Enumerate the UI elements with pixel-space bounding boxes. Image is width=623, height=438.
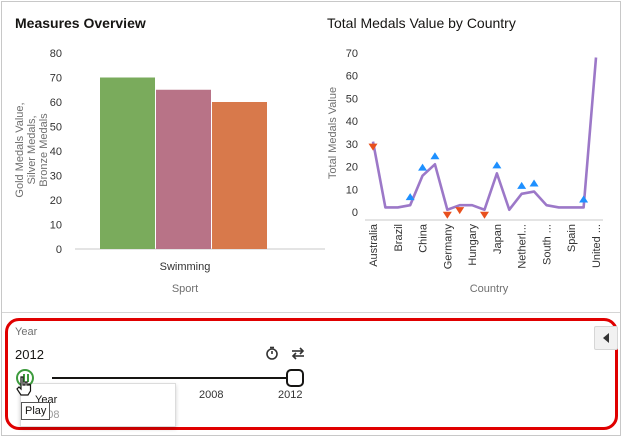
x-tick-label: South ... — [541, 224, 553, 265]
down-marker — [480, 211, 489, 219]
stopwatch-icon[interactable] — [264, 345, 280, 361]
x-tick-label: Swimming — [160, 261, 211, 273]
x-axis-title: Sport — [172, 283, 198, 295]
slider-thumb[interactable] — [286, 369, 304, 387]
down-marker — [442, 211, 452, 219]
slider-label-2008: 2008 — [199, 389, 224, 401]
filter-label: Year — [15, 326, 38, 338]
x-tick-label: Hungary — [467, 224, 479, 266]
x-tick-label: Brazil — [393, 224, 405, 252]
highlight-box — [5, 318, 618, 430]
up-marker — [517, 181, 527, 189]
bar-0 — [100, 77, 155, 249]
y-tick-label: 50 — [50, 122, 62, 134]
y-tick-label: 80 — [50, 48, 62, 60]
y-axis-title: Total Medals Value — [327, 87, 339, 179]
panel-divider — [2, 312, 620, 313]
filter-value: 2012 — [15, 347, 44, 362]
x-tick-label: Australia — [368, 223, 380, 267]
bar-1 — [156, 89, 211, 249]
y-tick-label: 20 — [50, 195, 62, 207]
y-tick-label: 70 — [50, 73, 62, 85]
x-tick-label: Germany — [442, 224, 454, 270]
y-axis-title-line: Bronze Medals — [38, 113, 50, 187]
up-marker — [492, 161, 502, 169]
slider-label-2012: 2012 — [278, 389, 303, 401]
y-tick-label: 40 — [50, 146, 62, 158]
y-axis-title-line: Gold Medals Value, — [14, 102, 26, 197]
loop-icon[interactable] — [290, 345, 306, 361]
x-axis-title: Country — [470, 283, 509, 295]
y-tick-label: 50 — [346, 93, 358, 105]
y-tick-label: 0 — [56, 244, 62, 256]
x-tick-label: United ... — [591, 224, 603, 268]
x-tick-label: Japan — [492, 224, 504, 254]
y-tick-label: 60 — [50, 97, 62, 109]
up-marker — [418, 163, 428, 171]
y-tick-label: 10 — [50, 220, 62, 232]
up-marker — [579, 195, 589, 203]
bar-2 — [212, 102, 267, 249]
y-tick-label: 30 — [346, 139, 358, 151]
y-tick-label: 10 — [346, 184, 358, 196]
series-line — [371, 57, 598, 212]
down-marker — [455, 207, 465, 215]
y-tick-label: 30 — [50, 171, 62, 183]
y-tick-label: 40 — [346, 116, 358, 128]
y-axis-title: Gold Medals Value,Silver Medals,Bronze M… — [14, 102, 50, 197]
slider-track[interactable] — [52, 377, 294, 379]
x-tick-label: Netherl... — [517, 224, 529, 269]
y-tick-label: 60 — [346, 71, 358, 83]
x-tick-label: China — [418, 223, 430, 253]
down-marker — [368, 143, 378, 151]
y-tick-label: 20 — [346, 162, 358, 174]
bar-chart[interactable]: 0 10 20 30 40 50 60 70 80 Swimming Sport Gold Medal… — [0, 0, 623, 310]
up-marker — [430, 152, 440, 160]
up-marker — [529, 179, 539, 187]
tooltip-play: Play — [21, 402, 51, 420]
up-marker — [405, 193, 415, 201]
hand-cursor-icon — [16, 376, 32, 396]
y-tick-label: 0 — [352, 207, 358, 219]
chart-title-measures-overview: Measures Overview — [15, 15, 146, 31]
y-tick-label: 70 — [346, 48, 358, 60]
y-axis-title-line: Silver Medals, — [26, 115, 38, 184]
chart-title-total-medals: Total Medals Value by Country — [327, 15, 516, 31]
x-tick-label: Spain — [566, 224, 578, 252]
caret-left-icon[interactable] — [594, 326, 618, 350]
